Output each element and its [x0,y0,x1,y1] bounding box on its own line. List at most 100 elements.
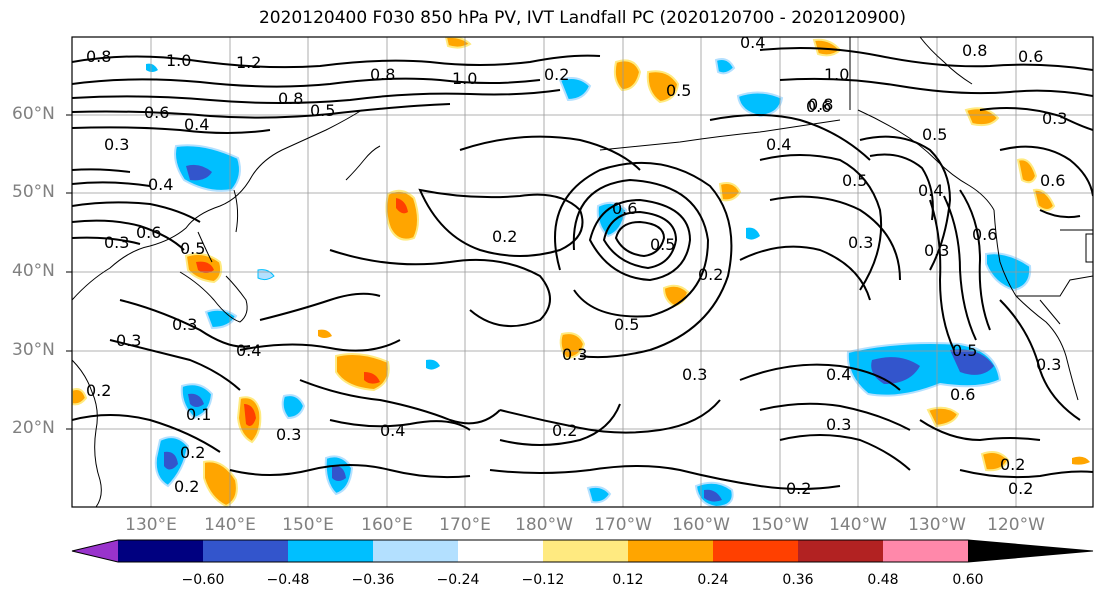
contour-label: 0.2 [544,65,569,84]
positive-anomaly [396,198,408,214]
positive-anomaly [926,406,960,428]
colorbar-tick-label: −0.36 [351,572,395,588]
contour-label: 0.3 [1036,355,1061,374]
positive-anomaly [1032,188,1056,211]
lon-label: 140°W [829,515,887,535]
contour-label: 0.2 [552,421,577,440]
contour-label: 0.3 [826,415,851,434]
colorbar-tick-label: −0.24 [436,572,480,588]
contour-label: 1.0 [166,51,191,70]
contour-label-layer: 0.8 1.0 1.2 0.8 0.5 0.6 0.4 0.3 0.4 0.5 … [86,33,1067,498]
contour-label: 0.3 [276,425,301,444]
contour-label: 0.6 [972,225,997,244]
negative-anomaly [426,359,440,370]
contour-label: 0.5 [310,101,335,120]
contour-label: 0.8 [278,89,303,108]
contour-label: 0.4 [826,365,851,384]
contour-label: 0.4 [236,341,261,360]
positive-anomaly [980,451,1010,472]
positive-anomaly [1072,456,1090,465]
contour-label: 0.4 [380,421,405,440]
negative-anomaly [746,227,760,240]
negative-anomaly [188,393,204,407]
negative-anomaly [204,308,238,330]
positive-anomaly [244,404,256,426]
contour-label: 0.4 [148,175,173,194]
map-title: 2020120400 F030 850 hPa PV, IVT Landfall… [258,8,906,28]
colorbar-tick-label: 0.48 [867,572,899,588]
lat-label: 60°N [12,104,55,124]
negative-anomaly [281,394,306,420]
negative-anomaly [186,164,212,181]
colorbar-tick-label: 0.12 [612,572,644,588]
contour-label: 0.6 [1040,171,1065,190]
contour-label: 0.5 [666,81,691,100]
contour-label: 0.3 [172,315,197,334]
positive-anomaly [613,59,642,92]
contour-label: 0.4 [740,33,765,52]
contour-label: 0.2 [86,381,111,400]
positive-anomaly [318,329,332,338]
negative-anomaly [332,465,346,481]
positive-anomaly [364,372,380,384]
contour-label: 0.8 [370,65,395,84]
contour-label: 0.2 [698,265,723,284]
contour-label: 0.6 [144,103,169,122]
lon-label: 170°W [594,515,652,535]
positive-anomaly [196,261,214,273]
negative-anomaly [164,451,178,470]
negative-anomaly [146,63,158,72]
contour-label: 0.5 [952,341,977,360]
contour-label: 0.3 [116,331,141,350]
lat-label: 30°N [12,340,55,360]
contour-label: 0.3 [562,345,587,364]
contour-label: 1.2 [236,53,261,72]
contour-label: 0.2 [174,477,199,496]
positive-anomaly [559,332,586,360]
contour-label: 0.5 [842,171,867,190]
colorbar-tick-label: 0.36 [782,572,814,588]
lat-label: 20°N [12,418,55,438]
contour-label: 0.3 [104,233,129,252]
contour-label: 0.6 [806,97,831,116]
colorbar-tick-label: −0.48 [266,572,310,588]
lon-label: 160°E [361,515,413,535]
contour-label: 0.5 [922,125,947,144]
contour-label: 0.1 [186,405,211,424]
contour-label: 0.3 [848,233,873,252]
lon-label: 160°W [672,515,730,535]
positive-anomaly [72,388,88,406]
contour-label: 0.4 [918,181,943,200]
contour-label: 0.8 [86,47,111,66]
contour-label: 0.6 [950,385,975,404]
axis-ticks [66,114,72,430]
lon-label: 140°E [204,515,256,535]
coastlines [72,37,1093,507]
contour-label: 0.2 [1000,455,1025,474]
negative-anomaly [950,349,994,375]
contour-label: 0.2 [180,443,205,462]
positive-anomaly [964,107,1000,127]
negative-anomaly [736,91,784,118]
contour-label: 1.0 [824,65,849,84]
contour-label: 0.6 [136,223,161,242]
contour-label: 0.4 [184,115,209,134]
shaded-anomalies [72,37,1090,507]
lon-label: 130°W [908,515,966,535]
contour-label: 0.8 [962,41,987,60]
negative-anomaly [586,485,612,504]
contour-label: 0.6 [612,199,637,218]
contour-label: 0.8 [808,95,833,114]
negative-anomaly [714,58,736,75]
lon-label: 120°W [987,515,1045,535]
contour-label: 1.0 [452,69,477,88]
contour-label: 0.4 [766,135,791,154]
lat-label: 40°N [12,261,55,281]
positive-anomaly [718,182,742,202]
colorbar-tick-label: 0.60 [952,572,984,588]
lon-label: 150°E [282,515,334,535]
contour-label: 0.3 [1042,109,1067,128]
contour-label: 0.2 [492,227,517,246]
contour-label: 0.3 [682,365,707,384]
